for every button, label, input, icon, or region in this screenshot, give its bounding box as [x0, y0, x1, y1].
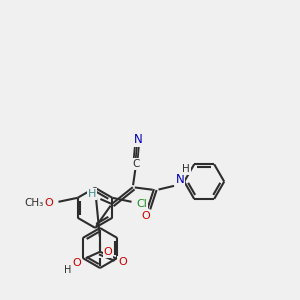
Text: C: C — [132, 159, 140, 169]
Text: O: O — [44, 198, 53, 208]
Text: H: H — [64, 265, 71, 275]
Text: Cl: Cl — [136, 199, 147, 209]
Text: CH₃: CH₃ — [25, 198, 44, 208]
Text: O: O — [103, 247, 112, 257]
Text: H: H — [88, 189, 97, 199]
Text: O: O — [72, 258, 81, 268]
Text: N: N — [134, 133, 142, 146]
Text: O: O — [142, 212, 151, 221]
Text: H: H — [182, 164, 190, 174]
Text: O: O — [118, 257, 127, 267]
Text: N: N — [176, 173, 184, 186]
